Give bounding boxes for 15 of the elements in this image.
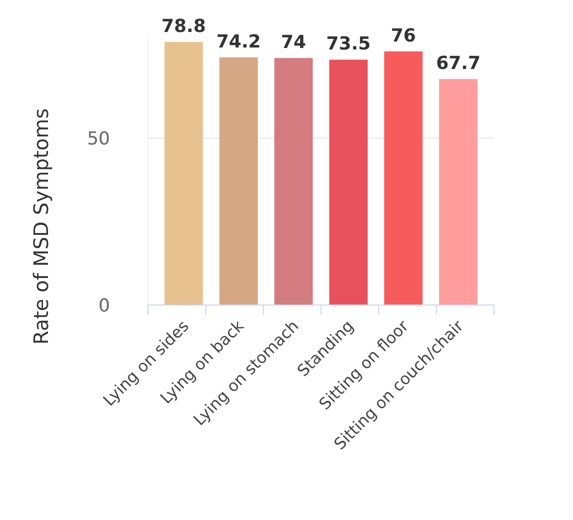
bar [164,42,203,305]
y-tick-label: 0 [98,295,110,316]
bar [384,51,423,305]
data-label: 67.7 [436,53,481,74]
bar [329,60,368,305]
data-label: 74.2 [216,31,261,52]
data-label: 78.8 [161,16,206,38]
bar [219,57,258,305]
y-tick-label: 50 [87,128,110,150]
data-label: 73.5 [326,34,371,55]
bar [274,58,313,305]
bar [439,79,478,305]
y-axis-title: Rate of MSD Symptoms [29,108,53,345]
data-label: 76 [390,25,416,46]
data-label: 74 [281,32,306,54]
